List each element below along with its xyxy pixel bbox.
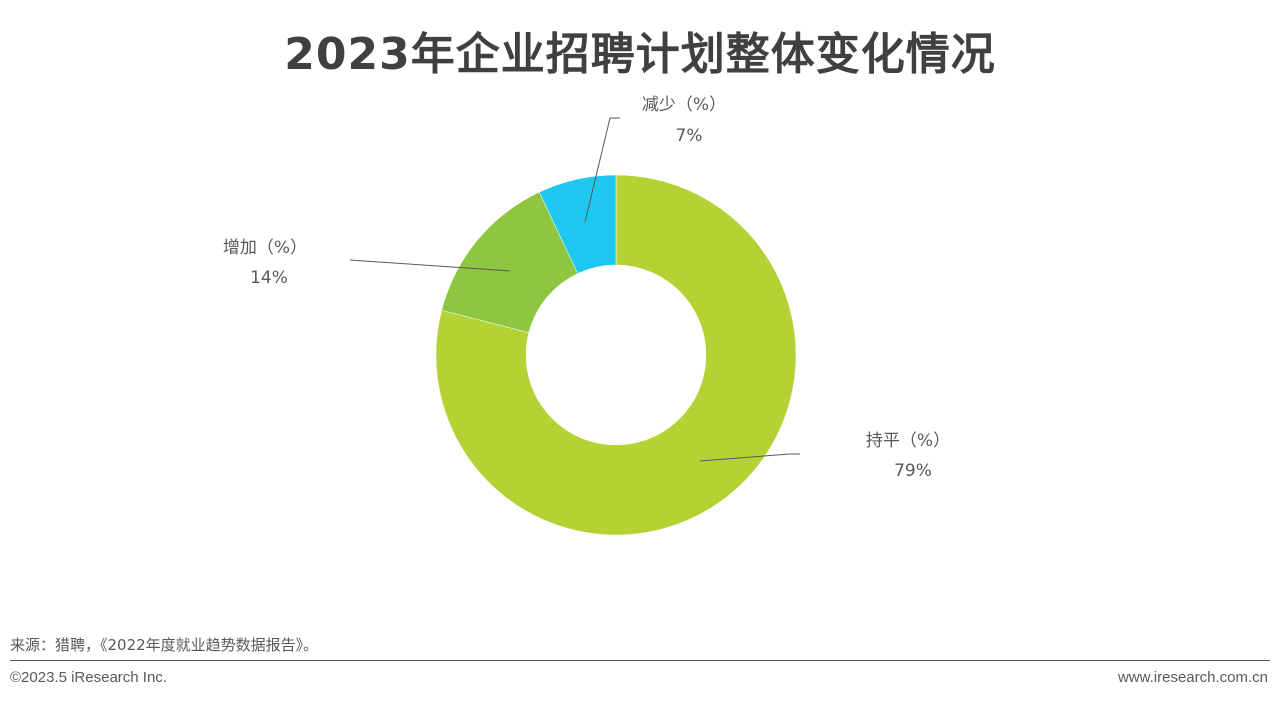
- website: www.iresearch.com.cn: [1117, 669, 1268, 686]
- leader-line-flat: [699, 453, 800, 462]
- slice-flat: [435, 174, 797, 536]
- leader-line-decrease: [584, 117, 620, 223]
- chart-title: 2023年企业招聘计划整体变化情况: [284, 29, 996, 80]
- source-note: 来源：猎聘，《2022年度就业趋势数据报告》。: [10, 636, 319, 654]
- slice-value-decrease: 7%: [676, 126, 703, 146]
- slice-label-flat: 持平（%）: [866, 431, 950, 451]
- slice-decrease: [539, 174, 617, 274]
- slice-label-increase: 增加（%）: [223, 238, 307, 258]
- copyright: ©2023.5 iResearch Inc.: [10, 669, 167, 686]
- slice-value-flat: 79%: [894, 461, 932, 481]
- donut-chart: 持平（%） 79% 增加（%） 14% 减少（%） 7%: [223, 95, 950, 536]
- slice-label-decrease: 减少（%）: [642, 95, 726, 115]
- slice-value-increase: 14%: [250, 268, 288, 288]
- leader-line-increase: [349, 259, 511, 272]
- footer-divider: [10, 660, 1270, 661]
